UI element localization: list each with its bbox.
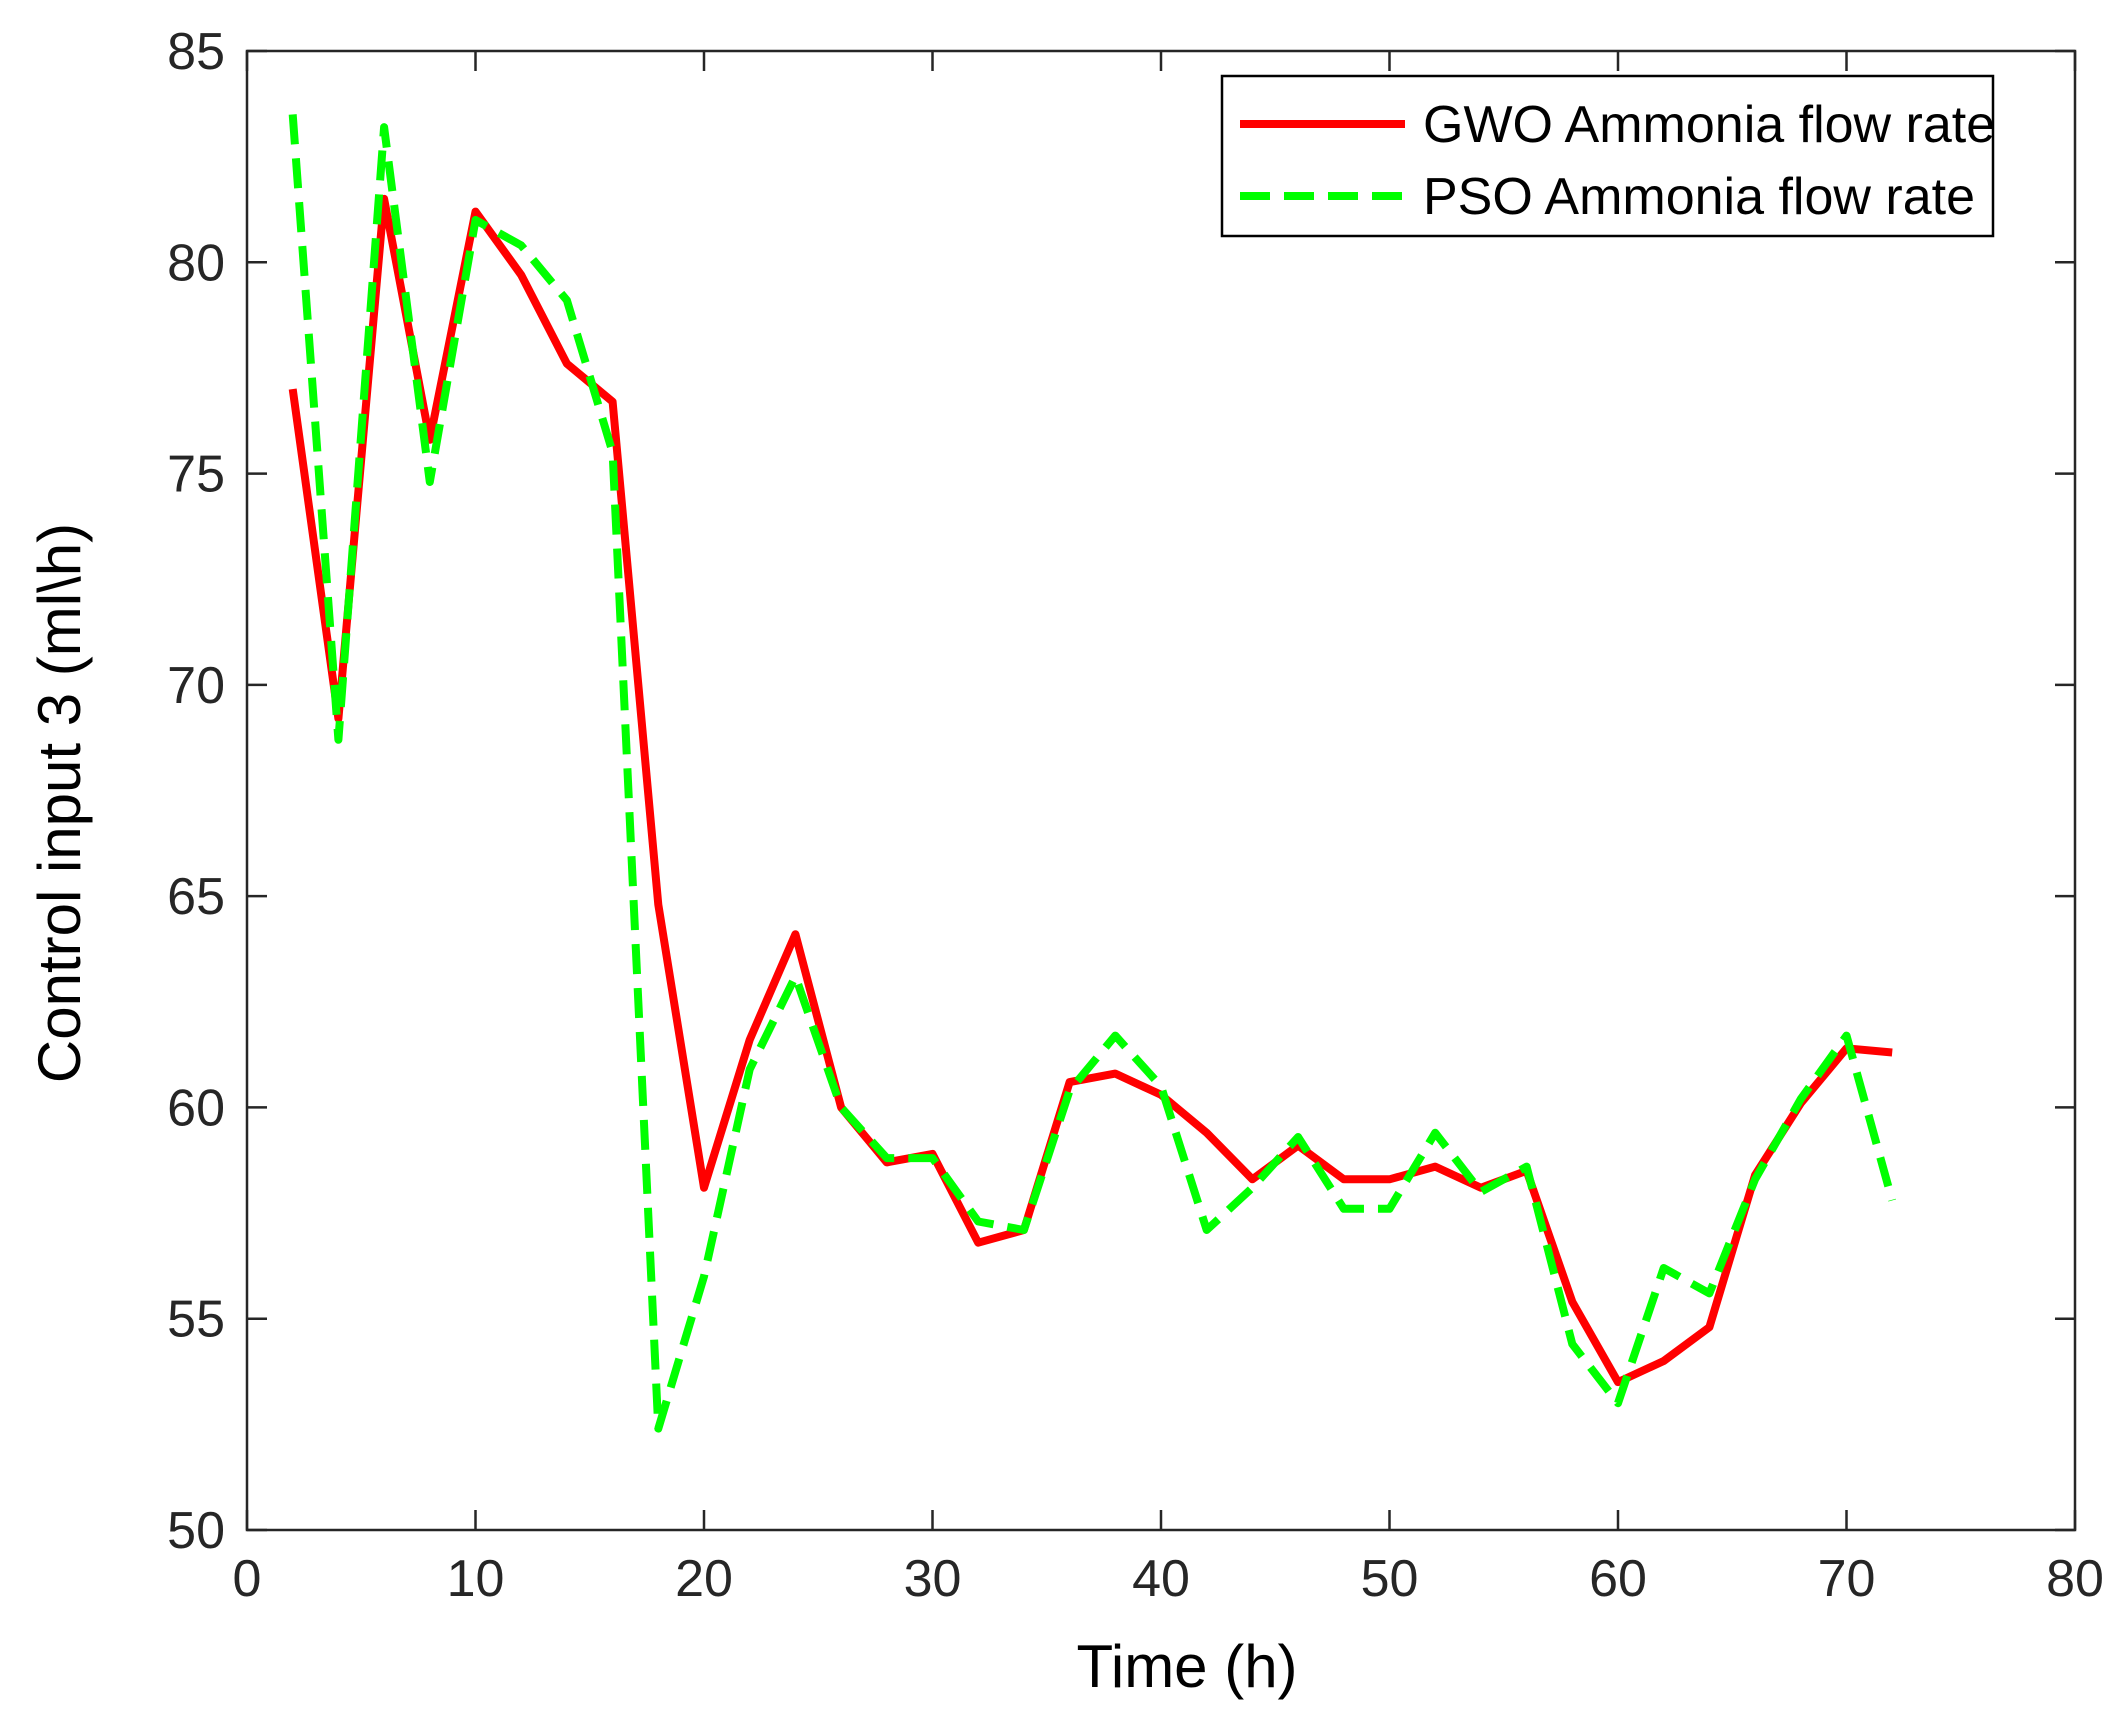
y-tick-label: 55 (167, 1291, 225, 1349)
x-tick-label: 20 (675, 1550, 733, 1608)
x-tick-label: 70 (1818, 1550, 1876, 1608)
x-tick-label: 40 (1132, 1550, 1190, 1608)
axes-layer: 0 10 20 30 40 50 60 70 80 50 55 60 65 70 75 80 85 (167, 23, 2104, 1608)
x-tick-label: 50 (1361, 1550, 1419, 1608)
y-tick-label: 60 (167, 1079, 225, 1137)
y-tick-label: 85 (167, 23, 225, 81)
series-line-pso (288, 114, 1897, 1433)
x-tick-label: 30 (904, 1550, 962, 1608)
legend: GWO Ammonia flow rate PSO Ammonia flow r… (1220, 74, 1995, 238)
series-layer (288, 114, 1897, 1433)
plot-area (247, 51, 2075, 1530)
y-axis-label: Control input 3 (ml\h) (26, 523, 93, 1083)
x-tick-label: 10 (447, 1550, 505, 1608)
x-tick-label: 0 (233, 1550, 262, 1608)
x-axis-label: Time (h) (1076, 1633, 1297, 1700)
y-tick-label: 50 (167, 1502, 225, 1560)
y-tick-label: 70 (167, 657, 225, 715)
y-tick-label: 80 (167, 234, 225, 292)
x-tick-label: 80 (2046, 1550, 2104, 1608)
plot-background (247, 51, 2075, 1530)
y-tick-label: 75 (167, 446, 225, 504)
x-tick-label: 60 (1589, 1550, 1647, 1608)
legend-box (1220, 74, 1995, 238)
legend-label-gwo: GWO Ammonia flow rate (1423, 96, 1995, 154)
legend-label-pso: PSO Ammonia flow rate (1423, 168, 1975, 226)
y-tick-label: 65 (167, 868, 225, 926)
